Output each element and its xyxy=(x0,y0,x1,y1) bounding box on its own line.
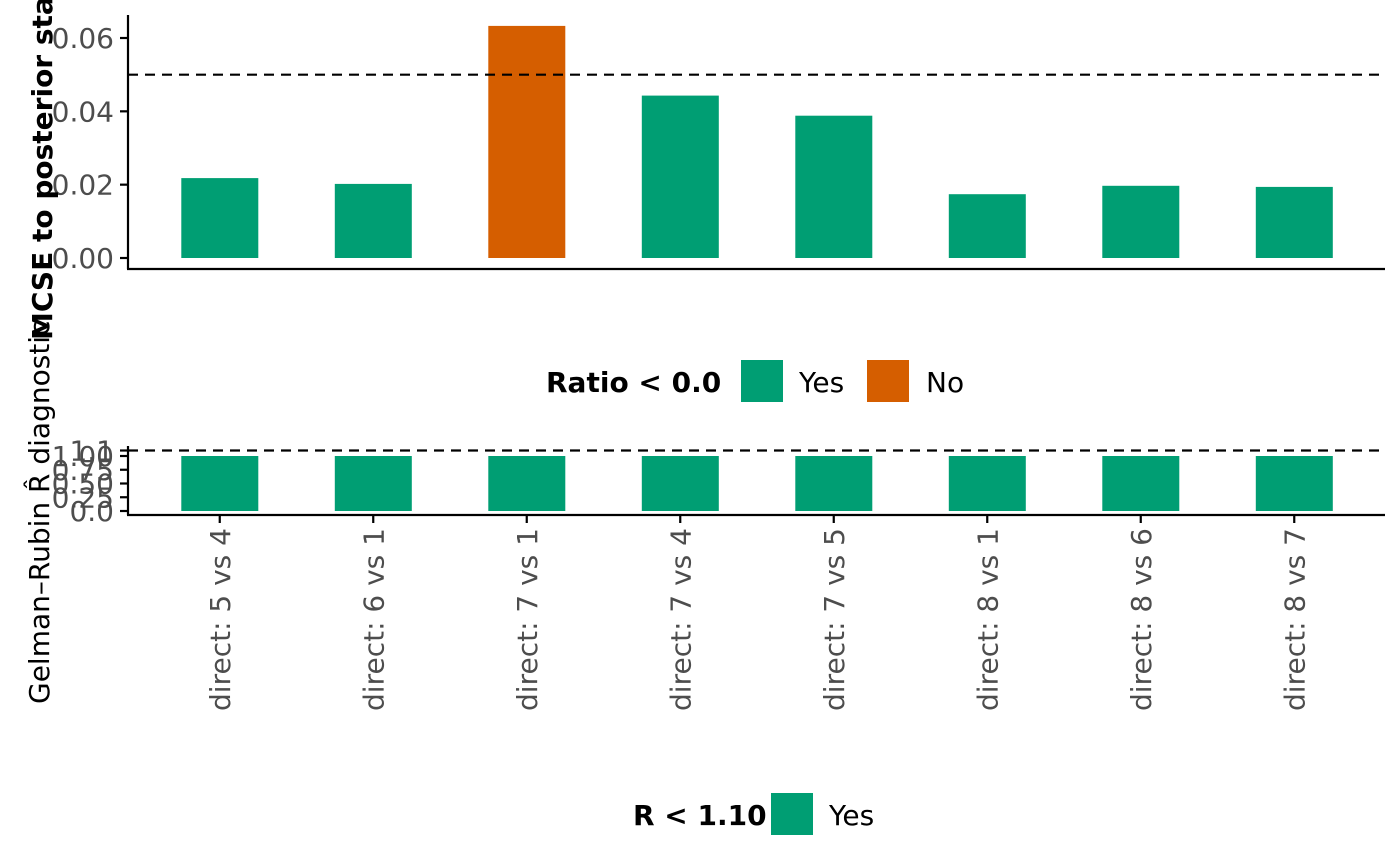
rhat-bar xyxy=(181,456,259,511)
rhat-bars xyxy=(181,456,1333,511)
rhat-x-tick-label: direct: 7 vs 4 xyxy=(664,528,697,711)
rhat-x-ticks: direct: 5 vs 4 direct: 6 vs 1 direct: 7 vs… xyxy=(204,515,1311,711)
mcse-ratio-panel: 0.00 0.02 0.04 0.06 MCSE to posterior stand… xyxy=(26,0,1385,402)
rhat-x-tick-label: direct: 6 vs 1 xyxy=(357,528,390,711)
rhat-bar xyxy=(948,456,1026,511)
mcse-ratio-legend-label-no: No xyxy=(926,366,964,399)
rhat-y-tick-label: 0.75 xyxy=(52,454,114,487)
rhat-x-tick-label: direct: 5 vs 4 xyxy=(204,528,237,711)
rhat-y-tick-label: 0.25 xyxy=(52,481,114,514)
mcse-ratio-y-tick-label: 0.02 xyxy=(52,169,114,202)
mcse-ratio-bar xyxy=(1102,185,1180,258)
mcse-ratio-legend: Ratio < 0.0 Yes No xyxy=(546,360,964,402)
rhat-bar xyxy=(334,456,412,511)
rhat-bar xyxy=(488,456,566,511)
mcse-ratio-bar xyxy=(795,115,873,258)
mcse-ratio-y-axis-title: MCSE to posterior standard xyxy=(26,0,59,340)
rhat-y-tick-label: 0.50 xyxy=(52,468,114,501)
rhat-y-tick-label: 1.00 xyxy=(52,440,114,473)
rhat-legend-swatch-yes xyxy=(771,793,813,835)
rhat-legend-title: R < 1.10 xyxy=(633,799,767,832)
mcse-ratio-legend-swatch-no xyxy=(867,360,909,402)
mcse-ratio-bar xyxy=(181,178,259,258)
rhat-legend: R < 1.10 Yes xyxy=(633,793,874,835)
mcse-ratio-bars xyxy=(181,25,1333,259)
rhat-y-tick-label: 1.1 xyxy=(69,435,114,468)
rhat-x-tick-label: direct: 7 vs 1 xyxy=(511,528,544,711)
rhat-x-tick-label: direct: 7 vs 5 xyxy=(818,528,851,711)
rhat-bar xyxy=(1102,456,1180,511)
mcse-ratio-y-tick-label: 0.04 xyxy=(52,95,114,128)
mcse-ratio-bar xyxy=(334,183,412,258)
mcse-ratio-legend-title: Ratio < 0.0 xyxy=(546,366,721,399)
mcse-ratio-legend-label-yes: Yes xyxy=(798,366,844,399)
rhat-legend-label-yes: Yes xyxy=(828,799,874,832)
mcse-ratio-legend-swatch-yes xyxy=(741,360,783,402)
rhat-y-axis-title: Gelman–Rubin R̂ diagnostic xyxy=(23,321,56,704)
rhat-y-ticks: 0.00.250.500.751.001.1 xyxy=(52,435,128,528)
rhat-x-tick-label: direct: 8 vs 6 xyxy=(1125,528,1158,711)
mcse-ratio-bar xyxy=(1255,186,1333,258)
rhat-y-tick-label: 0.0 xyxy=(69,495,114,528)
mcse-ratio-bar xyxy=(641,95,719,258)
mcse-ratio-y-tick-label: 0.00 xyxy=(52,242,114,275)
rhat-panel: 0.00.250.500.751.001.1 direct: 5 vs 4 dir… xyxy=(23,321,1385,835)
mcse-ratio-y-tick-label: 0.06 xyxy=(52,22,114,55)
rhat-x-tick-label: direct: 8 vs 7 xyxy=(1278,528,1311,711)
rhat-x-tick-label: direct: 8 vs 1 xyxy=(971,528,1004,711)
mcse-ratio-bar xyxy=(948,194,1026,258)
mcse-ratio-bar xyxy=(488,25,566,259)
rhat-bar xyxy=(641,456,719,511)
rhat-bar xyxy=(1255,456,1333,511)
rhat-bar xyxy=(795,456,873,511)
mcse-ratio-y-ticks: 0.00 0.02 0.04 0.06 xyxy=(52,22,128,275)
